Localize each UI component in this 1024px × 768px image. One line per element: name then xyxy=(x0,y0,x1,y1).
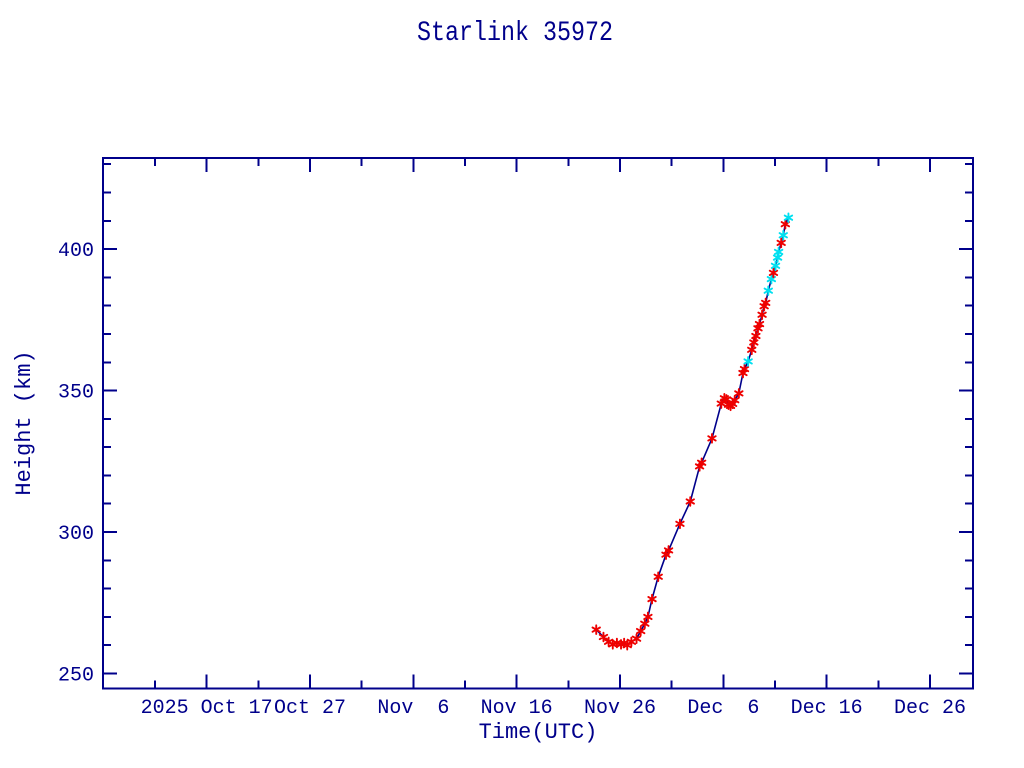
data-point-marker-red xyxy=(780,218,791,230)
x-axis-label: Time(UTC) xyxy=(479,720,598,745)
axis-tick-labels: 2025 Oct 17 Oct 27 Nov 6 Nov 16 Nov 26 Dec 6 D… xyxy=(58,240,966,720)
x-tick-label: Dec 6 xyxy=(687,697,759,720)
data-point-marker-red xyxy=(734,388,744,399)
data-line xyxy=(595,217,790,647)
x-tick-label: Dec 26 xyxy=(894,697,966,720)
data-point-marker-red xyxy=(635,625,646,637)
data-point-marker-cyan xyxy=(783,212,794,223)
data-point-marker-red xyxy=(640,618,650,629)
data-point-marker-red xyxy=(730,394,740,406)
data-point-marker-red xyxy=(707,433,717,444)
data-point-marker-red xyxy=(675,518,685,530)
data-point-marker-cyan xyxy=(763,285,773,296)
x-tick-label: Dec 16 xyxy=(791,697,863,720)
data-point-marker-red xyxy=(591,624,601,635)
data-point-marker-red xyxy=(653,571,663,582)
x-tick-label: Nov 16 xyxy=(481,697,553,720)
data-point-marker-red xyxy=(768,267,779,279)
plot-frame xyxy=(102,157,974,690)
chart-title: Starlink 35972 xyxy=(417,18,613,49)
y-tick-label: 350 xyxy=(58,382,94,405)
data-point-marker-cyan xyxy=(778,229,788,241)
data-point-marker-red xyxy=(761,297,771,309)
data-point-marker-red xyxy=(776,237,786,249)
data-point-marker-red xyxy=(685,496,695,507)
data-point-marker-red xyxy=(747,344,757,356)
data-point-marker-red xyxy=(631,633,642,644)
data-point-marker-red xyxy=(757,309,767,320)
axis-ticks xyxy=(103,158,973,689)
data-point-marker-red xyxy=(754,318,765,330)
y-tick-label: 300 xyxy=(58,523,94,546)
y-axis-label: Height (km) xyxy=(12,350,37,495)
x-tick-label: Oct 27 xyxy=(274,697,346,720)
x-tick-label: 2025 Oct 17 xyxy=(141,697,273,720)
data-point-marker-cyan xyxy=(743,356,753,367)
x-tick-label: Nov 6 xyxy=(377,697,449,720)
data-point-marker-red xyxy=(696,457,707,468)
tick-marks xyxy=(103,158,973,689)
data-point-marker-red xyxy=(598,631,609,643)
y-tick-label: 400 xyxy=(58,240,94,263)
data-point-marker-cyan xyxy=(772,252,783,263)
height-profile-line xyxy=(595,217,790,647)
data-point-marker-red xyxy=(751,330,761,342)
data-point-marker-red xyxy=(647,593,657,605)
data-point-marker-cyan xyxy=(770,260,781,272)
x-tick-label: Nov 26 xyxy=(584,697,656,720)
data-markers xyxy=(591,212,794,651)
data-point-marker-red xyxy=(643,611,653,623)
data-point-marker-red xyxy=(739,363,750,375)
frame-rect xyxy=(102,157,974,690)
y-tick-label: 250 xyxy=(58,665,94,688)
data-point-marker-red xyxy=(663,545,674,556)
data-point-marker-cyan xyxy=(773,246,784,258)
